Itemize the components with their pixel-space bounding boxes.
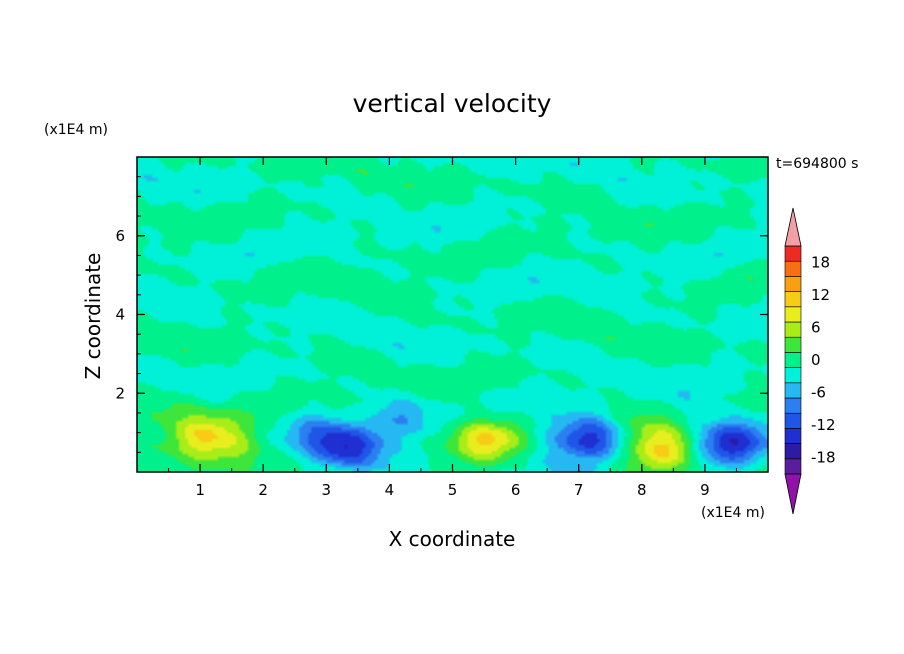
colorbar-segment: [784, 352, 802, 368]
colorbar-segment: [784, 382, 802, 399]
x-axis-label: X coordinate: [389, 527, 516, 551]
colorbar-segment: [784, 321, 802, 338]
x-tick-label: 2: [258, 481, 268, 499]
time-label: t=694800 s: [776, 156, 858, 172]
y-unit-label: (x1E4 m): [44, 122, 108, 138]
colorbar-segment: [784, 291, 802, 308]
colorbar-segment: [784, 367, 802, 384]
colorbar-tick-label: -12: [811, 416, 836, 434]
colorbar-segment: [784, 306, 802, 323]
colorbar-under-arrow: [784, 473, 802, 515]
colorbar-segment: [784, 443, 802, 460]
colorbar-segment: [784, 336, 802, 353]
colorbar-segment: [784, 458, 802, 475]
x-tick-label: 6: [511, 481, 521, 499]
y-tick-label: 6: [115, 227, 125, 245]
x-tick-label: 9: [700, 481, 710, 499]
colorbar-segment: [784, 276, 802, 292]
x-unit-label: (x1E4 m): [701, 505, 765, 521]
colorbar-tick-label: 0: [811, 351, 821, 369]
x-tick-label: 7: [574, 481, 584, 499]
contour-field: [137, 157, 768, 472]
colorbar-segment: [784, 245, 802, 262]
y-axis-label: Z coordinate: [81, 253, 105, 380]
colorbar-segment: [784, 260, 802, 277]
x-axis: 1 2 3 4 5 6 7 8 9: [168, 157, 737, 499]
x-tick-label: 8: [637, 481, 647, 499]
colorbar: 18 12 6 0 -6 -12 -18: [784, 207, 836, 515]
y-tick-label: 4: [115, 306, 125, 324]
colorbar-over-arrow: [784, 207, 802, 247]
colorbar-tick-label: -6: [811, 384, 826, 402]
colorbar-tick-label: 18: [811, 253, 830, 271]
x-tick-label: 3: [322, 481, 332, 499]
x-tick-label: 4: [385, 481, 395, 499]
velocity-contour-image: [137, 157, 768, 472]
colorbar-tick-label: 6: [811, 318, 821, 336]
colorbar-tick-label: -18: [811, 449, 836, 467]
colorbar-tick-label: 12: [811, 286, 830, 304]
y-tick-label: 2: [115, 384, 125, 402]
colorbar-segment: [784, 397, 802, 414]
x-tick-label: 1: [195, 481, 205, 499]
y-axis: 2 4 6: [115, 176, 768, 453]
colorbar-segment: [784, 412, 802, 429]
colorbar-segment: [784, 428, 802, 444]
x-tick-label: 5: [448, 481, 458, 499]
chart-title: vertical velocity: [353, 89, 552, 118]
